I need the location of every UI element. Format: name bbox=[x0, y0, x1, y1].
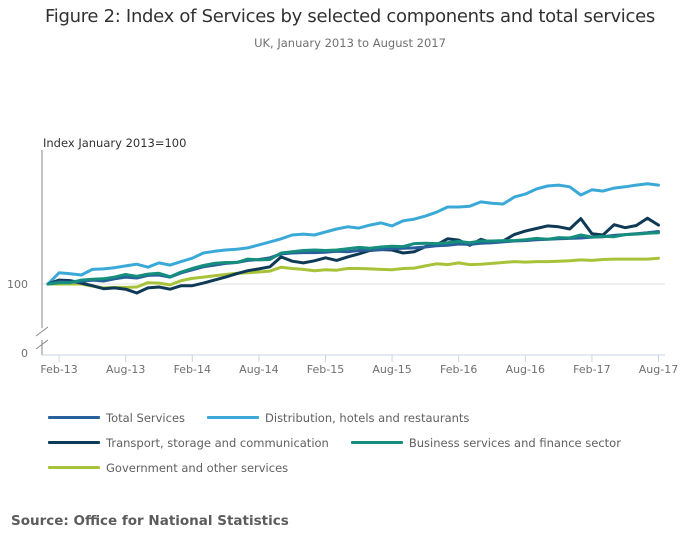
legend-item-distribution[interactable]: Distribution, hotels and restaurants bbox=[207, 411, 469, 425]
legend-item-business[interactable]: Business services and finance sector bbox=[350, 435, 621, 450]
series-lines bbox=[46, 182, 660, 295]
legend-row: Government and other services bbox=[48, 455, 688, 480]
chart-subtitle: UK, January 2013 to August 2017 bbox=[254, 36, 446, 50]
y-axis-label: Index January 2013=100 bbox=[43, 136, 187, 150]
legend-item-transport[interactable]: Transport, storage and communication bbox=[48, 436, 329, 450]
series-line-government-and-other-services[interactable] bbox=[46, 256, 660, 290]
chart-title: Figure 2: Index of Services by selected … bbox=[45, 6, 655, 27]
legend-label: Business services and finance sector bbox=[408, 435, 621, 450]
legend-item-total-services[interactable]: Total Services bbox=[48, 411, 185, 425]
x-tick-label: Aug-17 bbox=[639, 363, 678, 376]
x-tick-label: Feb-15 bbox=[307, 363, 344, 376]
axis-break-mark-2 bbox=[35, 339, 49, 350]
x-tick-label: Feb-14 bbox=[174, 363, 211, 376]
series-line-transport-storage-and-communication[interactable] bbox=[46, 216, 660, 295]
y-tick-label-100: 100 bbox=[7, 278, 28, 291]
axis-break-mark-1 bbox=[35, 326, 49, 337]
x-tick-label: Aug-15 bbox=[372, 363, 411, 376]
x-tick-label: Feb-17 bbox=[573, 363, 610, 376]
x-tick-label: Aug-13 bbox=[106, 363, 145, 376]
line-chart: 100 0 Feb-13 Aug-13 Feb-14 Aug-14 Feb-15 Aug-… bbox=[7, 150, 678, 376]
legend-label: Total Services bbox=[106, 410, 186, 425]
legend-label: Government and other services bbox=[106, 460, 289, 475]
x-tick-label: Aug-14 bbox=[239, 363, 278, 376]
legend-swatch-transport bbox=[48, 441, 100, 444]
legend-row: Transport, storage and communication Bus… bbox=[48, 430, 688, 455]
legend-swatch-business bbox=[350, 441, 403, 444]
x-tick-label: Feb-13 bbox=[40, 363, 77, 376]
legend-swatch-total-services bbox=[48, 416, 100, 419]
legend-label: Distribution, hotels and restaurants bbox=[265, 410, 470, 425]
series-line-business-services-and-finance-sector[interactable] bbox=[46, 231, 660, 286]
legend-row: Total Services Distribution, hotels and … bbox=[48, 405, 688, 430]
legend-item-government[interactable]: Government and other services bbox=[48, 461, 288, 475]
legend-swatch-distribution bbox=[207, 416, 260, 419]
legend-label: Transport, storage and communication bbox=[106, 435, 329, 450]
x-ticks: Feb-13 Aug-13 Feb-14 Aug-14 Feb-15 Aug-15 Feb-… bbox=[40, 355, 678, 376]
axes: 100 0 bbox=[7, 150, 665, 360]
x-tick-label: Aug-16 bbox=[506, 363, 545, 376]
legend-swatch-government bbox=[48, 466, 100, 469]
legend: Total Services Distribution, hotels and … bbox=[48, 405, 688, 480]
source-note: Source: Office for National Statistics bbox=[11, 513, 289, 529]
x-tick-label: Feb-16 bbox=[440, 363, 477, 376]
y-tick-label-0: 0 bbox=[21, 347, 28, 360]
series-line-distribution-hotels-and-restaurants[interactable] bbox=[46, 182, 660, 286]
